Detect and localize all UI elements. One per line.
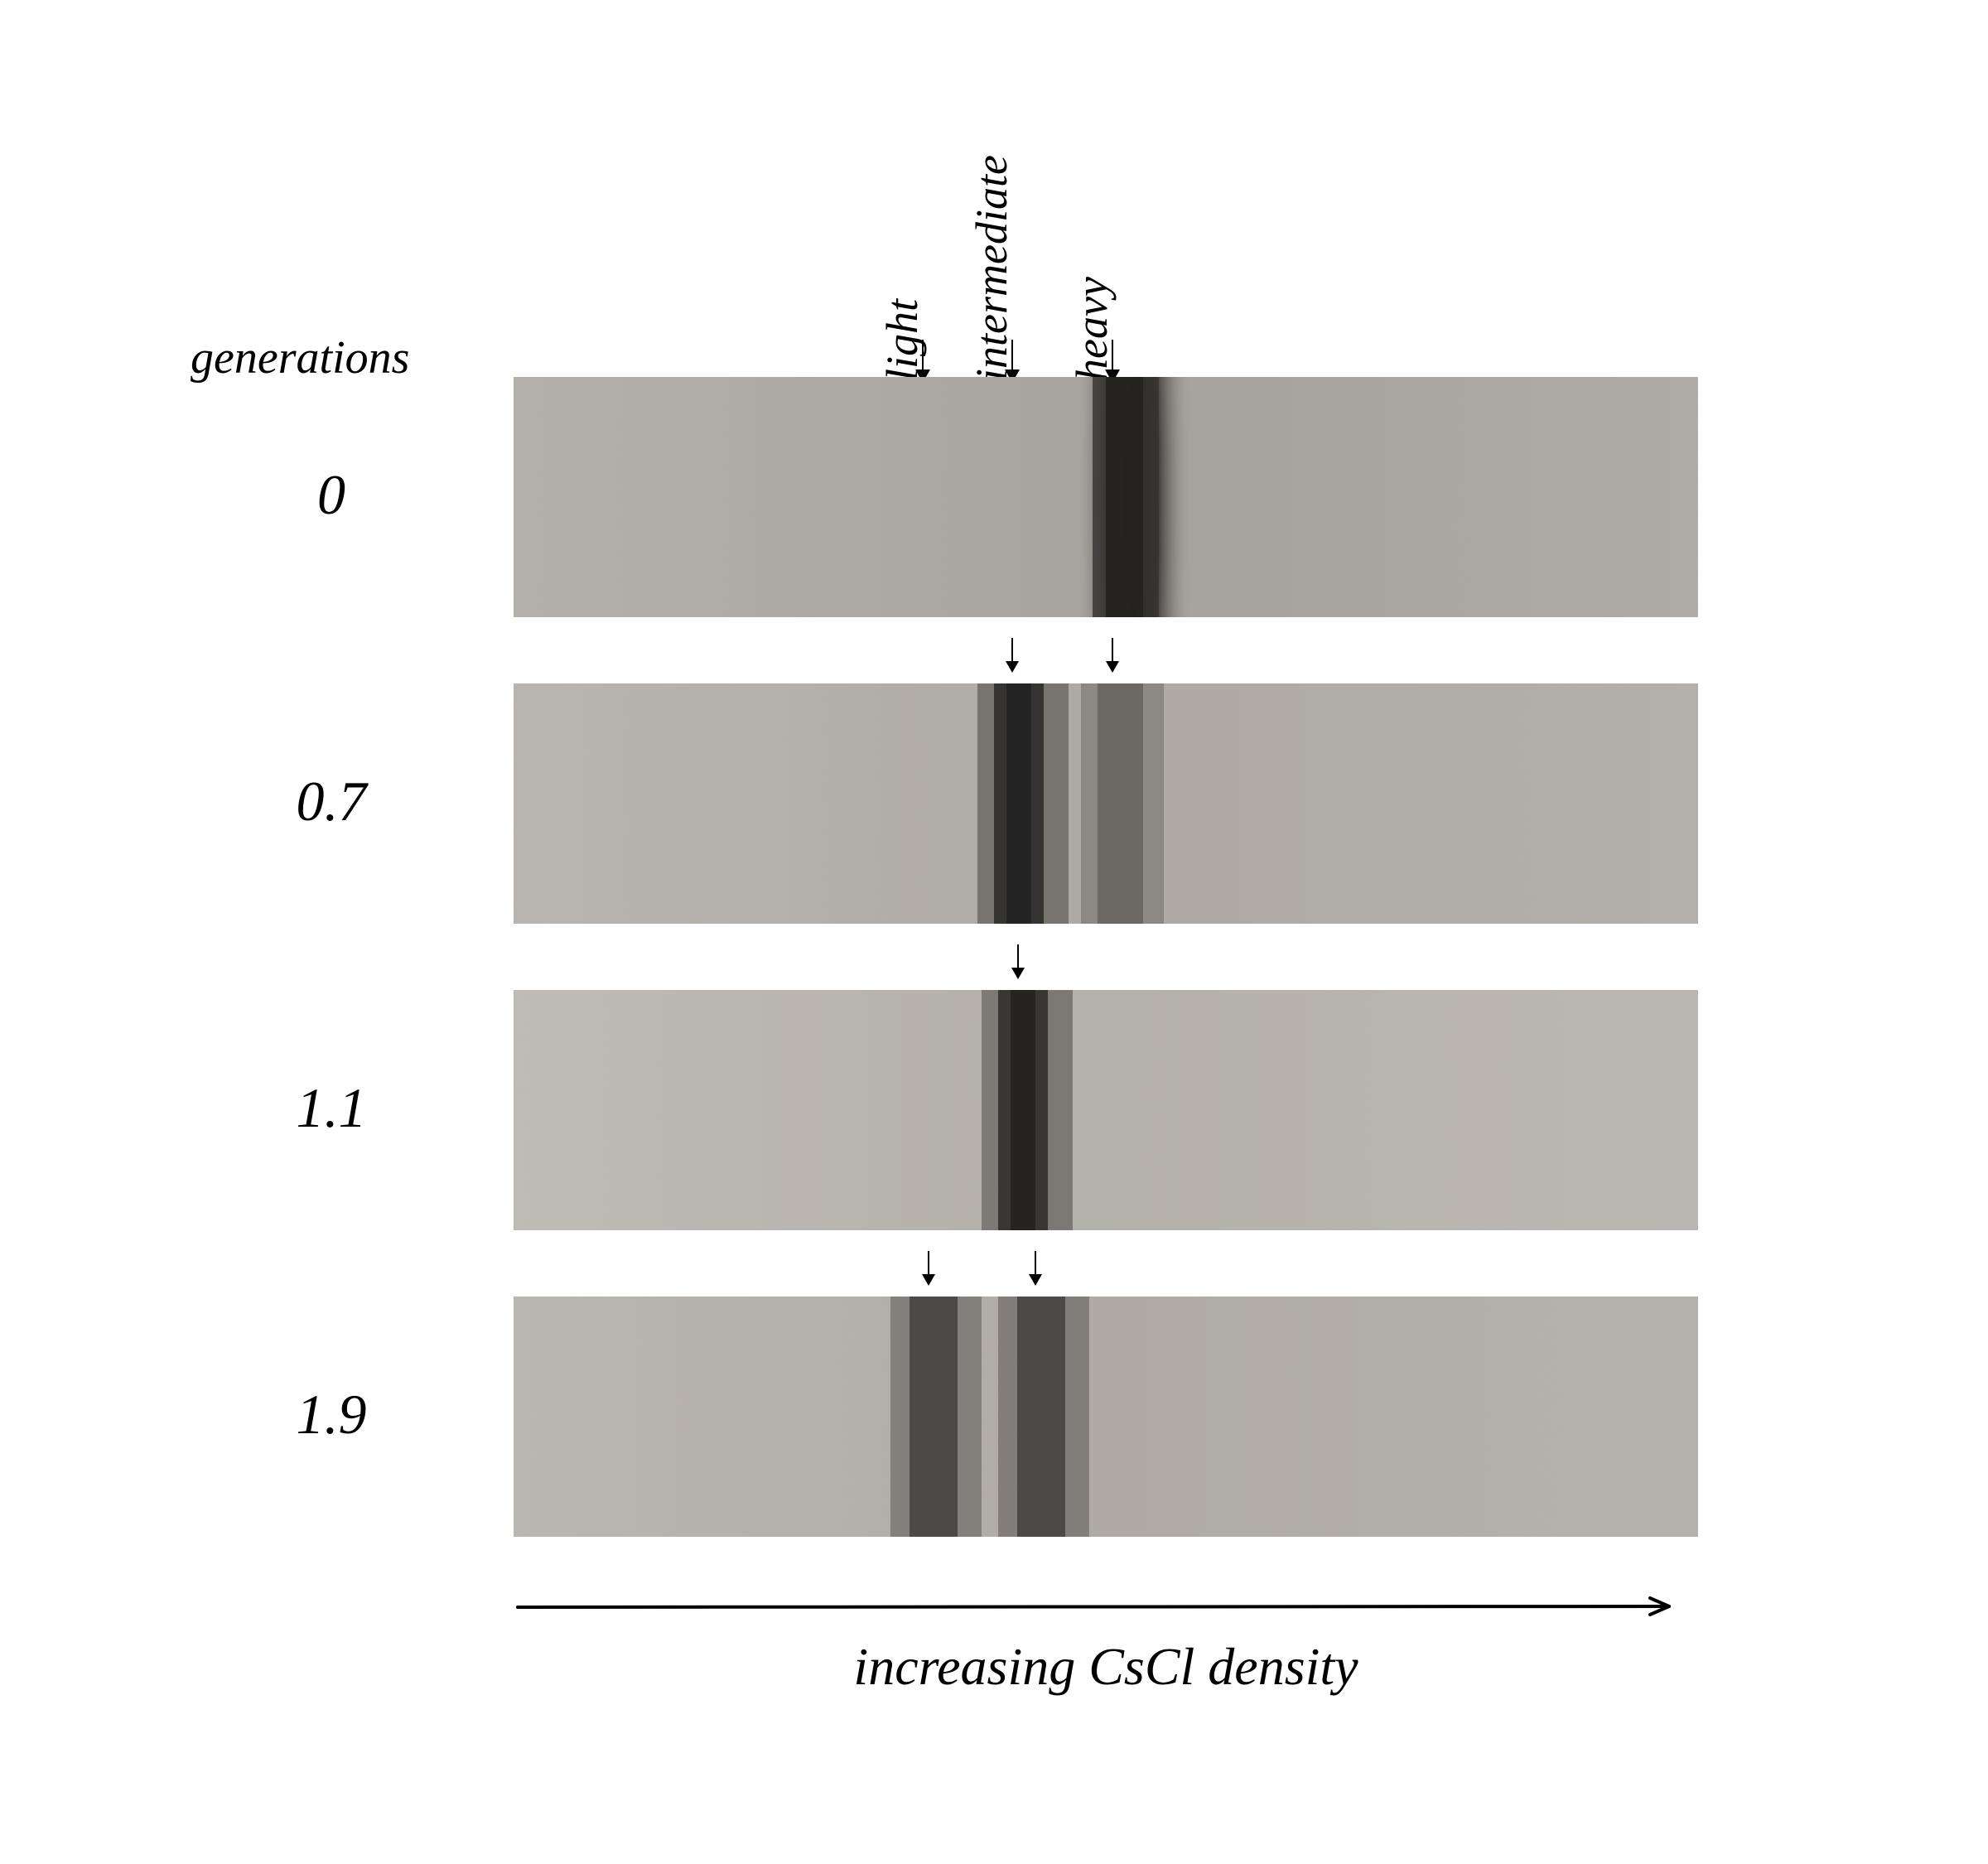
gel-strip-1 (514, 683, 1698, 924)
gel-strip-3 (514, 1297, 1698, 1537)
mid-arrow-0-7-b (1112, 638, 1113, 671)
generation-label-1: 0.7 (265, 769, 398, 834)
gel-strip-2 (514, 990, 1698, 1230)
generations-heading: generations (191, 331, 409, 384)
generation-label-0: 0 (282, 462, 381, 528)
generation-label-3: 1.9 (265, 1382, 398, 1447)
label-intermediate: intermediate (966, 155, 1017, 381)
arrow-light (922, 340, 924, 381)
mid-arrow-1-1-a (1017, 944, 1019, 978)
mid-arrow-0-7-a (1011, 638, 1013, 671)
label-heavy: heavy (1066, 277, 1117, 381)
x-axis-label: increasing CsCl density (514, 1636, 1698, 1697)
mid-arrow-1-9-b (1035, 1251, 1036, 1284)
top-density-labels: light intermediate heavy (0, 50, 1988, 365)
mid-arrow-1-9-a (928, 1251, 929, 1284)
gel-strip-0 (514, 377, 1698, 617)
arrow-intermediate (1011, 340, 1013, 381)
x-axis-arrow (514, 1595, 1698, 1620)
arrow-heavy (1112, 340, 1113, 381)
generation-label-2: 1.1 (265, 1075, 398, 1141)
